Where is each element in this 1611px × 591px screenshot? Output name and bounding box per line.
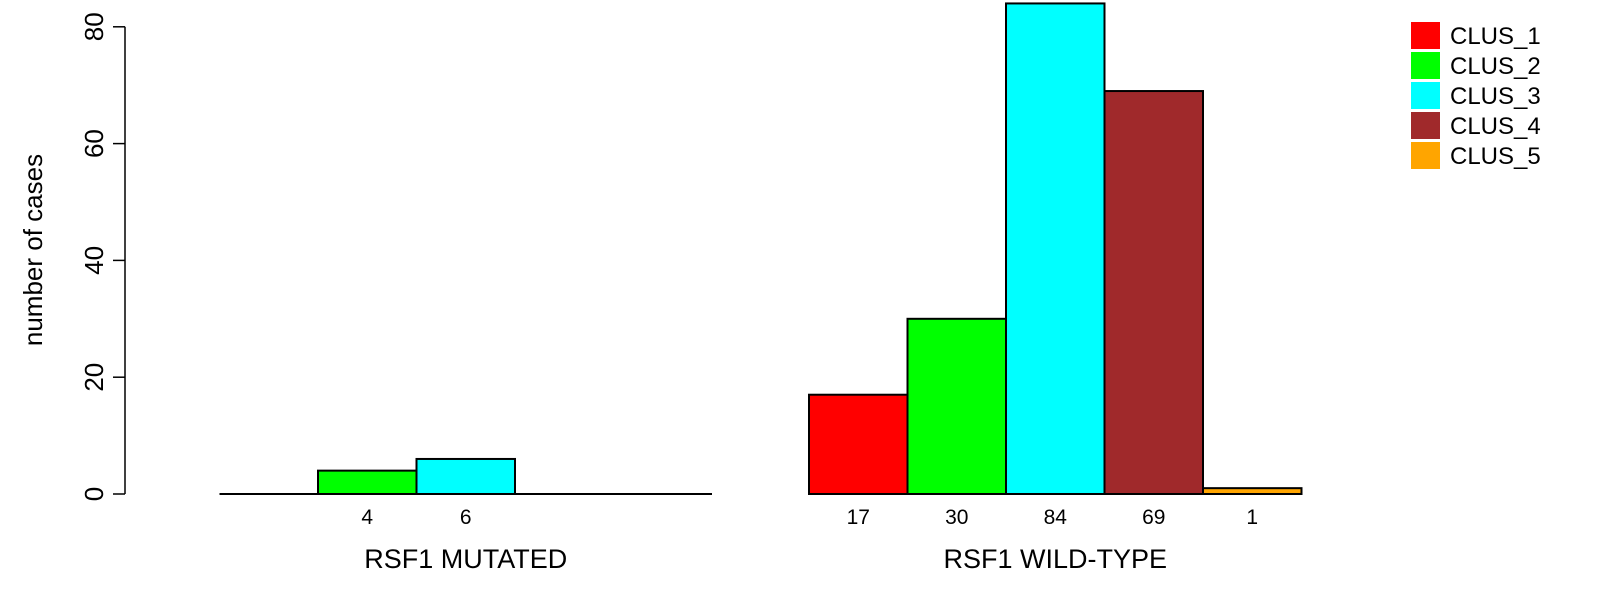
bar	[1103, 90, 1204, 495]
bar-group: 4 6 RSF1 MUTATED	[219, 457, 712, 574]
bar	[808, 393, 909, 495]
legend: CLUS_1 CLUS_2 CLUS_3 CLUS_4 CLUS_5	[1411, 22, 1541, 170]
legend-swatch	[1411, 52, 1440, 79]
bar-count-label: 6	[460, 506, 472, 529]
bar	[906, 317, 1007, 495]
group-label: RSF1 MUTATED	[364, 544, 567, 574]
bar-group: 17 30 84 69 1 RSF1 WILD-TYPE	[808, 2, 1303, 574]
y-tick-label: 20	[79, 363, 109, 392]
legend-item: CLUS_5	[1411, 142, 1541, 170]
y-axis: 0 20 40 60 80	[79, 12, 126, 501]
bar-count-label: 4	[361, 506, 373, 529]
legend-item: CLUS_2	[1411, 52, 1541, 80]
legend-item: CLUS_3	[1411, 82, 1541, 110]
legend-swatch	[1411, 112, 1440, 139]
bar-count-label: 17	[847, 506, 870, 529]
legend-label: CLUS_4	[1450, 113, 1541, 140]
group-label: RSF1 WILD-TYPE	[943, 544, 1167, 574]
bar	[1005, 2, 1106, 495]
legend-label: CLUS_5	[1450, 143, 1541, 170]
bar-groups: 4 6 RSF1 MUTATED 17 30 84 69 1 RSF1 WILD-TYPE	[219, 2, 1303, 574]
legend-swatch	[1411, 22, 1440, 49]
legend-swatch	[1411, 82, 1440, 109]
bar	[317, 469, 418, 496]
legend-label: CLUS_3	[1450, 83, 1541, 110]
legend-item: CLUS_4	[1411, 112, 1541, 140]
legend-item: CLUS_1	[1411, 22, 1541, 50]
legend-label: CLUS_1	[1450, 23, 1541, 50]
y-tick-label: 40	[79, 246, 109, 275]
bar	[415, 457, 516, 495]
y-tick-label: 80	[79, 12, 109, 41]
y-axis-title: number of cases	[18, 154, 48, 346]
y-tick-label: 60	[79, 129, 109, 158]
bar-count-label: 69	[1142, 506, 1165, 529]
bar-count-label: 84	[1044, 506, 1068, 529]
bar-count-label: 1	[1246, 506, 1258, 529]
legend-label: CLUS_2	[1450, 53, 1541, 80]
bar	[1202, 487, 1303, 496]
y-tick-label: 0	[79, 487, 109, 501]
bar-count-label: 30	[945, 506, 968, 529]
legend-swatch	[1411, 142, 1440, 169]
